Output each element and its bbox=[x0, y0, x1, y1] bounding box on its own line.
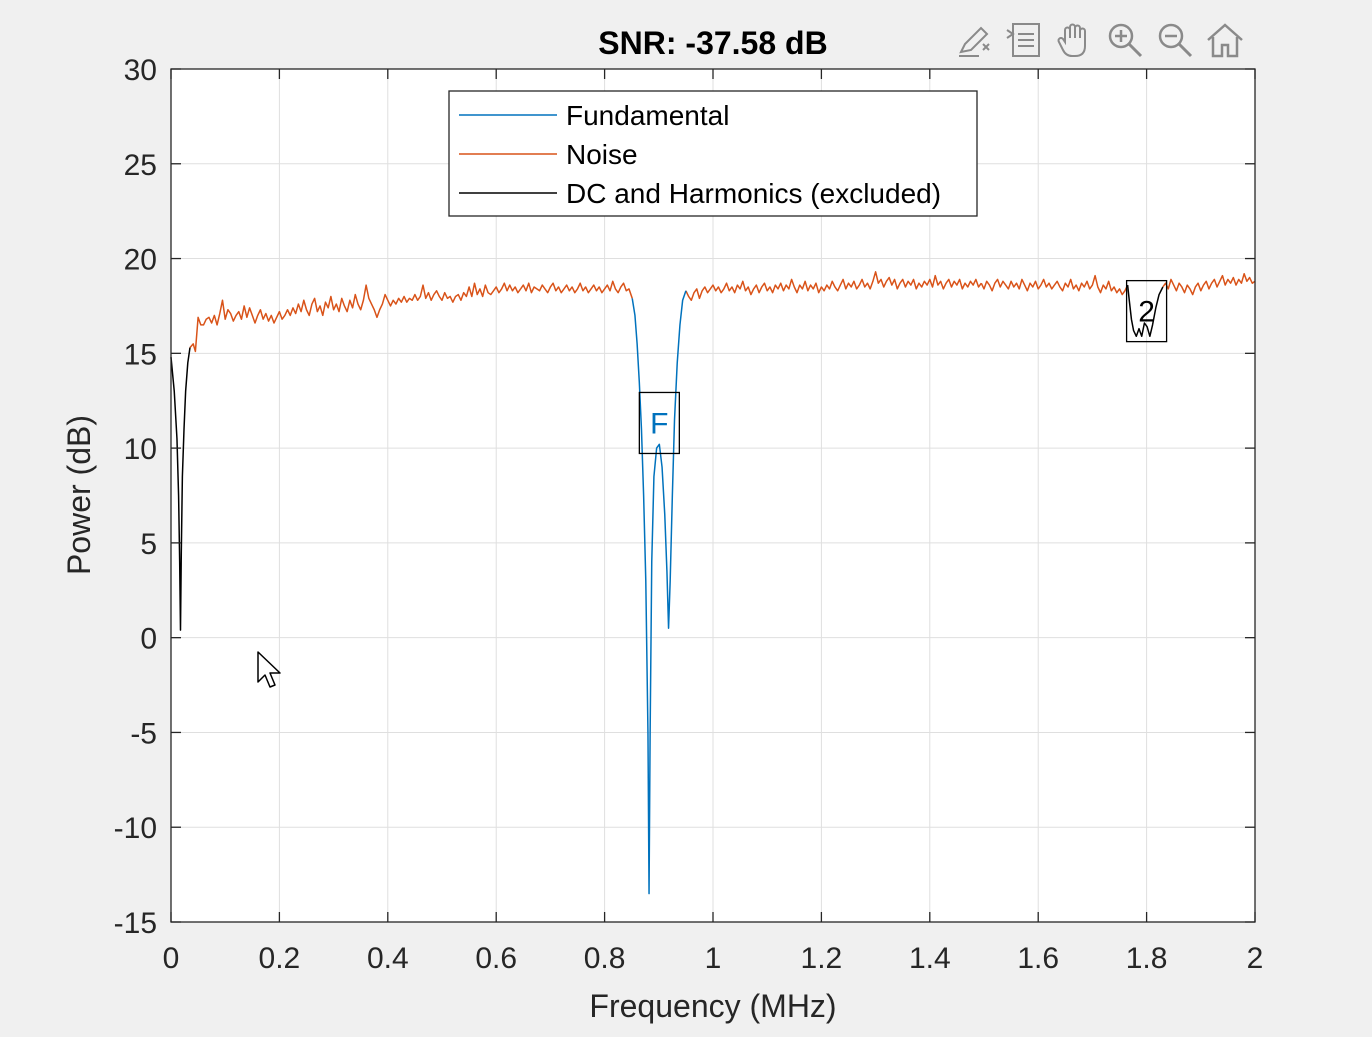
y-tick-label: 0 bbox=[140, 623, 157, 656]
x-tick-label: 0.2 bbox=[259, 942, 301, 975]
x-axis-label: Frequency (MHz) bbox=[589, 988, 836, 1024]
axes-toolbar bbox=[952, 18, 1248, 62]
y-tick-label: 25 bbox=[124, 149, 157, 182]
axis-ticks bbox=[170, 68, 1256, 923]
annotation-box bbox=[1125, 279, 1168, 343]
zoom-in-icon bbox=[1108, 23, 1143, 58]
y-axis-label: Power (dB) bbox=[61, 415, 97, 575]
x-tick-label: 1.8 bbox=[1126, 942, 1168, 975]
y-tick-label: -10 bbox=[114, 812, 157, 845]
series-line-noise bbox=[980, 274, 1129, 296]
chart-title: SNR: -37.58 dB bbox=[598, 25, 827, 61]
legend-label-fundamental: Fundamental bbox=[566, 100, 729, 131]
x-tick-label: 1.2 bbox=[801, 942, 843, 975]
zoom-in-button[interactable] bbox=[1102, 18, 1148, 62]
zoom-out-button[interactable] bbox=[1152, 18, 1198, 62]
series-line-noise bbox=[189, 282, 522, 353]
y-tick-label: 30 bbox=[124, 54, 157, 87]
legend[interactable]: Fundamental Noise DC and Harmonics (excl… bbox=[448, 90, 978, 217]
x-axis-tick-labels: 0 0.2 0.4 0.6 0.8 1 1.2 1.4 1.6 1.8 2 bbox=[163, 942, 1264, 975]
x-tick-label: 1 bbox=[705, 942, 722, 975]
pan-button[interactable] bbox=[1052, 18, 1098, 62]
series-line-dc-and-harmonics-excluded bbox=[1126, 285, 1164, 338]
series-layer bbox=[170, 271, 1256, 895]
series-line-fundamental bbox=[631, 290, 687, 895]
y-tick-label: 15 bbox=[124, 338, 157, 371]
zoom-out-icon bbox=[1158, 23, 1193, 58]
annotation-label: 2 bbox=[1138, 296, 1155, 329]
series-line-noise bbox=[519, 280, 633, 299]
x-tick-label: 0.4 bbox=[367, 942, 409, 975]
pan-hand-icon bbox=[1057, 23, 1086, 57]
legend-toggle-icon bbox=[1006, 23, 1040, 57]
x-tick-label: 0.8 bbox=[584, 942, 626, 975]
y-axis-tick-labels: -15 -10 -5 0 5 10 15 20 25 30 bbox=[114, 54, 157, 940]
legend-label-noise: Noise bbox=[566, 139, 638, 170]
home-restore-view-icon bbox=[1207, 23, 1243, 58]
series-line-dc-and-harmonics-excluded bbox=[170, 347, 191, 631]
x-tick-label: 1.6 bbox=[1017, 942, 1059, 975]
annotation-label: F bbox=[650, 407, 668, 440]
series-line-noise bbox=[685, 271, 982, 302]
x-tick-label: 0.6 bbox=[475, 942, 517, 975]
mouse-pointer-icon bbox=[257, 651, 281, 688]
legend-toggle-button[interactable] bbox=[1002, 18, 1048, 62]
y-tick-label: -15 bbox=[114, 907, 157, 940]
x-tick-label: 2 bbox=[1247, 942, 1264, 975]
x-tick-label: 1.4 bbox=[909, 942, 951, 975]
x-tick-label: 0 bbox=[163, 942, 180, 975]
y-tick-label: -5 bbox=[130, 717, 157, 750]
home-button[interactable] bbox=[1202, 18, 1248, 62]
brush-data-icon bbox=[959, 26, 990, 57]
series-line-noise bbox=[1162, 272, 1256, 296]
y-tick-label: 5 bbox=[140, 528, 157, 561]
y-tick-label: 20 bbox=[124, 244, 157, 277]
legend-label-dc-harmonics: DC and Harmonics (excluded) bbox=[566, 178, 941, 209]
annotation-layer: F2 bbox=[638, 279, 1168, 455]
brush-button[interactable] bbox=[952, 18, 998, 62]
y-tick-label: 10 bbox=[124, 433, 157, 466]
annotation-box bbox=[638, 391, 680, 455]
